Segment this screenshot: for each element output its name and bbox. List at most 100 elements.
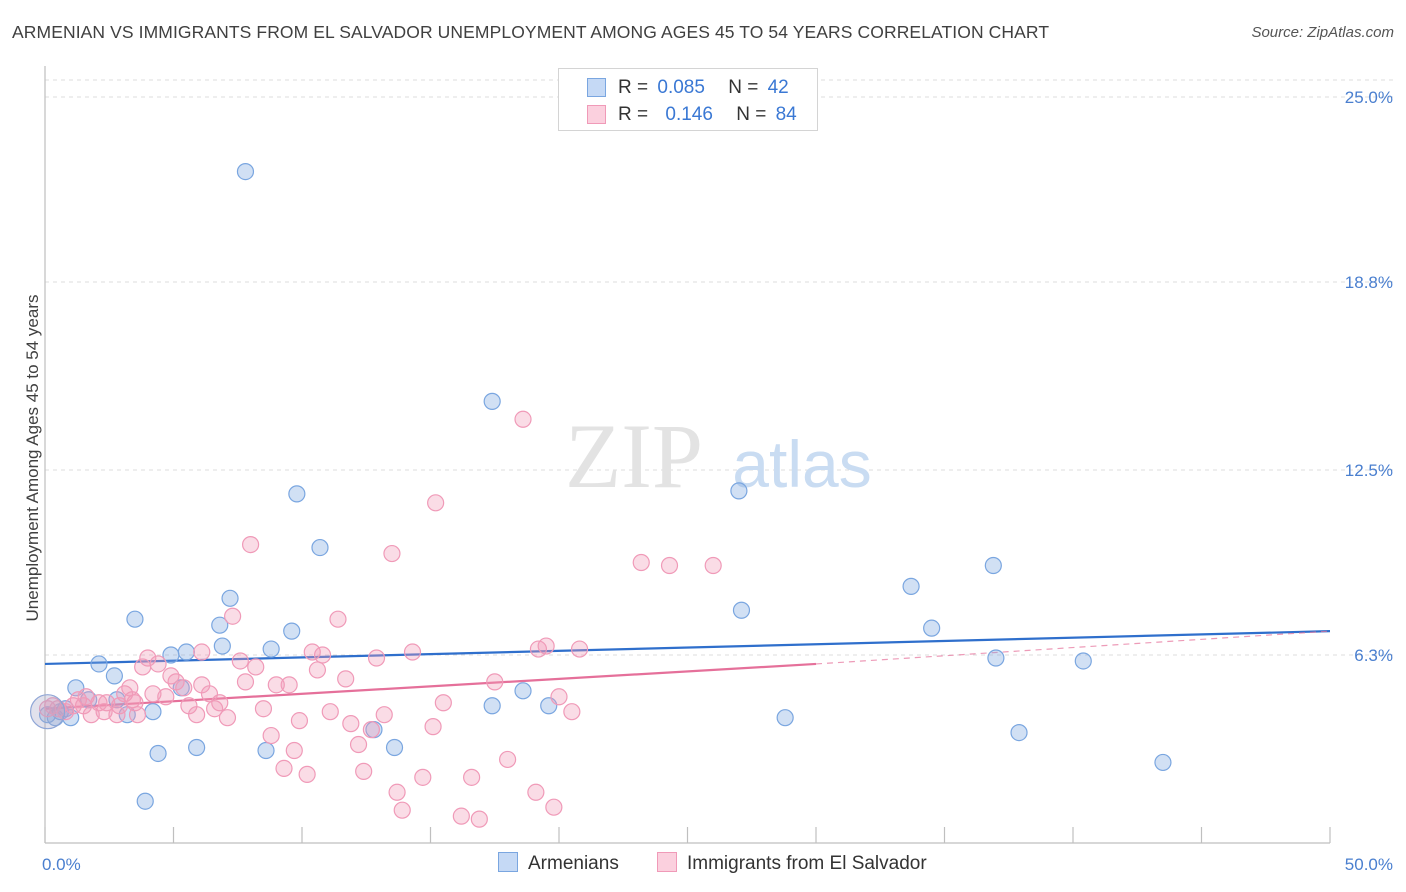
el-salvador-point	[254, 700, 273, 718]
el-salvador-point	[321, 703, 339, 721]
el-salvador-point	[298, 765, 316, 783]
el-salvador-point	[128, 706, 147, 724]
el-salvador-point	[393, 801, 411, 819]
el-salvador-point	[123, 691, 141, 709]
data-points	[29, 163, 1172, 828]
cluster-point	[29, 694, 66, 730]
el-salvador-point	[157, 688, 175, 706]
el-salvador-point	[414, 768, 432, 786]
el-salvador-point	[275, 759, 293, 778]
el-salvador-point	[313, 646, 332, 664]
armenians-point	[149, 744, 167, 763]
el-salvador-point	[375, 706, 393, 724]
watermark-atlas: atlas	[732, 427, 871, 501]
el-salvador-point	[280, 676, 298, 694]
legend-n-value: 84	[775, 104, 797, 125]
el-salvador-point	[486, 673, 504, 691]
legend-n-value: 42	[767, 77, 789, 98]
armenians-point	[923, 619, 941, 637]
y-tick-label: 6.3%	[1354, 646, 1393, 665]
el-salvador-point	[367, 649, 386, 667]
armenians-point	[732, 601, 751, 619]
armenians-point	[221, 589, 239, 607]
el-salvador-point	[308, 661, 327, 679]
armenians-point	[730, 482, 748, 500]
bottom-legend-swatch-armenians	[498, 852, 518, 872]
armenians-trend-line	[44, 630, 1331, 666]
armenians-point	[984, 556, 1002, 575]
legend-r-value: 0.146	[665, 104, 713, 125]
el-salvador-point	[247, 658, 265, 676]
legend-r-label: R =	[618, 104, 649, 125]
armenians-point	[236, 163, 255, 181]
armenians-point	[1010, 723, 1028, 742]
bottom-legend-label-armenians: Armenians	[528, 853, 619, 874]
el-salvador-point	[303, 643, 321, 661]
el-salvador-point	[231, 652, 249, 670]
armenians-point	[283, 622, 301, 640]
armenians-point	[1074, 652, 1092, 670]
el-salvador-point	[267, 676, 285, 694]
el-salvador-point	[193, 643, 211, 661]
legend-r-value: 0.085	[657, 77, 705, 98]
el-salvador-point	[337, 670, 355, 688]
el-salvador-point	[74, 697, 93, 715]
el-salvador-point	[349, 735, 368, 754]
armenians-point	[105, 667, 123, 685]
el-salvador-point	[403, 643, 422, 661]
el-salvador-point	[660, 556, 679, 575]
el-salvador-point	[236, 673, 255, 691]
el-salvador-point	[632, 553, 650, 572]
el-salvador-point	[563, 703, 581, 721]
legend-n-label: N =	[728, 77, 759, 98]
armenians-point	[385, 738, 404, 757]
el-salvador-point	[139, 649, 157, 667]
el-salvador-point	[514, 410, 532, 428]
el-salvador-point	[188, 706, 206, 724]
armenians-point	[262, 640, 280, 658]
el-salvador-point	[262, 726, 280, 745]
armenians-point	[1154, 753, 1172, 772]
bottom-legend-el-salvador: Immigrants from El Salvador	[657, 852, 927, 875]
armenians-point	[188, 738, 206, 757]
y-tick-label: 12.5%	[1345, 461, 1393, 480]
el-salvador-point	[463, 768, 481, 786]
armenians-point	[144, 703, 162, 721]
armenians-point	[211, 616, 229, 634]
armenians-point	[902, 577, 920, 595]
el-salvador-point	[527, 783, 545, 801]
el-salvador-point	[144, 685, 162, 703]
bottom-legend-label-el-salvador: Immigrants from El Salvador	[687, 853, 927, 874]
armenians-point	[987, 649, 1005, 667]
axes	[44, 66, 1331, 844]
legend-n-label: N =	[736, 104, 767, 125]
chart-title: ARMENIAN VS IMMIGRANTS FROM EL SALVADOR …	[12, 22, 1050, 42]
el-salvador-point	[218, 709, 237, 727]
armenians-point	[177, 643, 195, 661]
el-salvador-point	[224, 607, 242, 625]
armenians-point	[257, 741, 275, 760]
tick-labels: 6.3% 12.5% 18.8% 25.0% 0.0% 50.0%	[42, 88, 1393, 874]
el-salvador-point	[342, 715, 360, 733]
el-salvador-point	[499, 750, 517, 769]
legend-swatch-el-salvador	[587, 105, 606, 124]
el-salvador-point	[290, 712, 309, 730]
el-salvador-point	[570, 640, 589, 658]
el-salvador-point	[427, 494, 445, 512]
y-tick-label: 25.0%	[1345, 88, 1393, 107]
el-salvador-point	[193, 676, 211, 694]
el-salvador-point	[545, 798, 563, 816]
el-salvador-point	[434, 694, 452, 712]
el-salvador-point	[424, 718, 442, 736]
el-salvador-point	[452, 807, 470, 825]
armenians-point	[90, 655, 108, 673]
el-salvador-point	[383, 544, 401, 563]
armenians-point	[213, 637, 231, 655]
armenians-point	[483, 392, 501, 410]
el-salvador-point	[355, 762, 373, 780]
el-salvador-point	[149, 655, 167, 673]
el-salvador-point	[362, 721, 380, 739]
armenians-point	[776, 709, 794, 727]
el-salvador-point	[95, 703, 113, 721]
el-salvador-point	[242, 535, 260, 554]
